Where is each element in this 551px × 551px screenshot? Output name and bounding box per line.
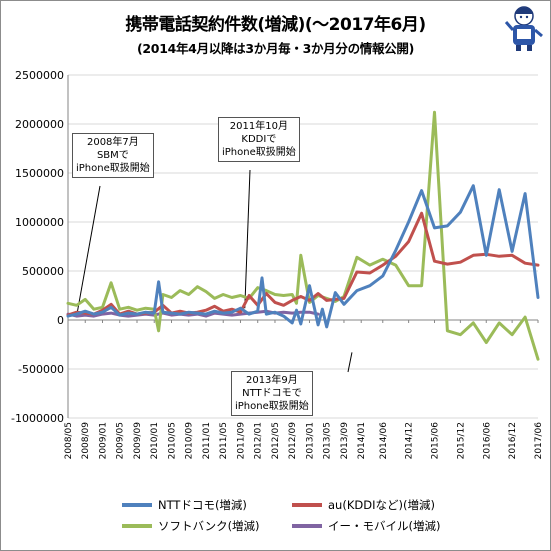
legend-label: NTTドコモ(増減) bbox=[158, 498, 247, 512]
x-tick-label: 2014/01 bbox=[357, 422, 367, 459]
y-tick-label: 2500000 bbox=[15, 69, 64, 82]
y-tick-label: 1000000 bbox=[15, 216, 64, 229]
legend-item-au: au(KDDIなど)(増減) bbox=[292, 497, 435, 513]
x-tick-label: 2010/05 bbox=[167, 422, 177, 459]
legend-item-ntt: NTTドコモ(増減) bbox=[122, 497, 247, 513]
annotation-line: 2013年9月 bbox=[245, 375, 298, 386]
annotation-line: KDDIで bbox=[241, 134, 277, 145]
x-tick-label: 2009/01 bbox=[98, 422, 108, 459]
annotation-line: NTTドコモで bbox=[242, 388, 302, 399]
x-tick-label: 2009/05 bbox=[116, 422, 126, 459]
x-tick-label: 2009/09 bbox=[133, 422, 143, 460]
y-tick-label: 0 bbox=[57, 314, 64, 327]
x-tick-label: 2017/06 bbox=[534, 422, 544, 460]
annotation-sbm: 2008年7月 SBMで iPhone取扱開始 bbox=[72, 133, 154, 178]
legend-item-softbank: ソフトバンク(増減) bbox=[122, 518, 260, 534]
y-tick-label: 500000 bbox=[22, 265, 64, 278]
x-tick-label: 2015/06 bbox=[431, 422, 441, 460]
legend-label: イー・モバイル(増減) bbox=[328, 519, 441, 533]
x-tick-label: 2011/05 bbox=[219, 422, 229, 459]
legend-item-emobile: イー・モバイル(増減) bbox=[292, 518, 440, 534]
annotation-leader bbox=[244, 169, 251, 309]
chart-legend: NTTドコモ(増減) au(KDDIなど)(増減) ソフトバンク(増減) イー・… bbox=[122, 493, 442, 537]
x-tick-label: 2014/12 bbox=[405, 422, 415, 459]
chart-subtitle: (2014年4月以降は3か月毎・3か月分の情報公開) bbox=[136, 41, 414, 56]
x-tick-label: 2013/09 bbox=[340, 422, 350, 460]
mascot-logo-icon bbox=[504, 6, 543, 51]
annotation-kddi: 2011年10月 KDDIで iPhone取扱開始 bbox=[218, 117, 300, 162]
x-tick-label: 2010/09 bbox=[185, 422, 195, 460]
annotation-leader bbox=[76, 185, 101, 317]
legend-label: ソフトバンク(増減) bbox=[158, 519, 260, 533]
y-tick-label: -1000000 bbox=[11, 412, 64, 425]
annotation-line: 2008年7月 bbox=[86, 137, 139, 148]
y-tick-label: 1500000 bbox=[15, 167, 64, 180]
legend-label: au(KDDIなど)(増減) bbox=[328, 498, 435, 512]
annotation-line: iPhone取扱開始 bbox=[76, 163, 150, 174]
legend-swatch-ntt bbox=[122, 503, 152, 507]
x-tick-label: 2008/05 bbox=[64, 422, 74, 459]
x-tick-label: 2010/01 bbox=[150, 422, 160, 459]
x-tick-label: 2012/09 bbox=[288, 422, 298, 460]
annotation-line: SBMで bbox=[96, 150, 129, 161]
annotation-ntt: 2013年9月 NTTドコモで iPhone取扱開始 bbox=[231, 371, 313, 416]
annotation-leader bbox=[347, 352, 353, 373]
chart-title: 携帯電話契約件数(増減)(〜2017年6月) bbox=[125, 15, 426, 35]
legend-swatch-emobile bbox=[292, 524, 322, 528]
x-tick-label: 2011/01 bbox=[202, 422, 212, 459]
x-tick-label: 2016/06 bbox=[482, 422, 492, 460]
x-tick-label: 2016/12 bbox=[508, 422, 518, 459]
annotation-line: iPhone取扱開始 bbox=[222, 147, 296, 158]
y-tick-label: -500000 bbox=[18, 363, 64, 376]
legend-swatch-softbank bbox=[122, 524, 152, 528]
x-tick-label: 2012/01 bbox=[254, 422, 264, 459]
x-tick-label: 2011/09 bbox=[236, 422, 246, 460]
annotation-line: iPhone取扱開始 bbox=[235, 401, 309, 412]
y-tick-label: 2000000 bbox=[15, 118, 64, 131]
series-line-softbank bbox=[66, 110, 540, 361]
x-tick-label: 2014/06 bbox=[379, 422, 389, 460]
x-tick-label: 2013/05 bbox=[323, 422, 333, 459]
x-tick-label: 2012/05 bbox=[271, 422, 281, 459]
x-tick-label: 2008/09 bbox=[81, 422, 91, 460]
x-tick-label: 2015/12 bbox=[456, 422, 466, 459]
legend-swatch-au bbox=[292, 503, 322, 507]
x-tick-label: 2013/01 bbox=[305, 422, 315, 459]
annotation-line: 2011年10月 bbox=[229, 121, 288, 132]
series-line-ntt bbox=[66, 184, 540, 329]
